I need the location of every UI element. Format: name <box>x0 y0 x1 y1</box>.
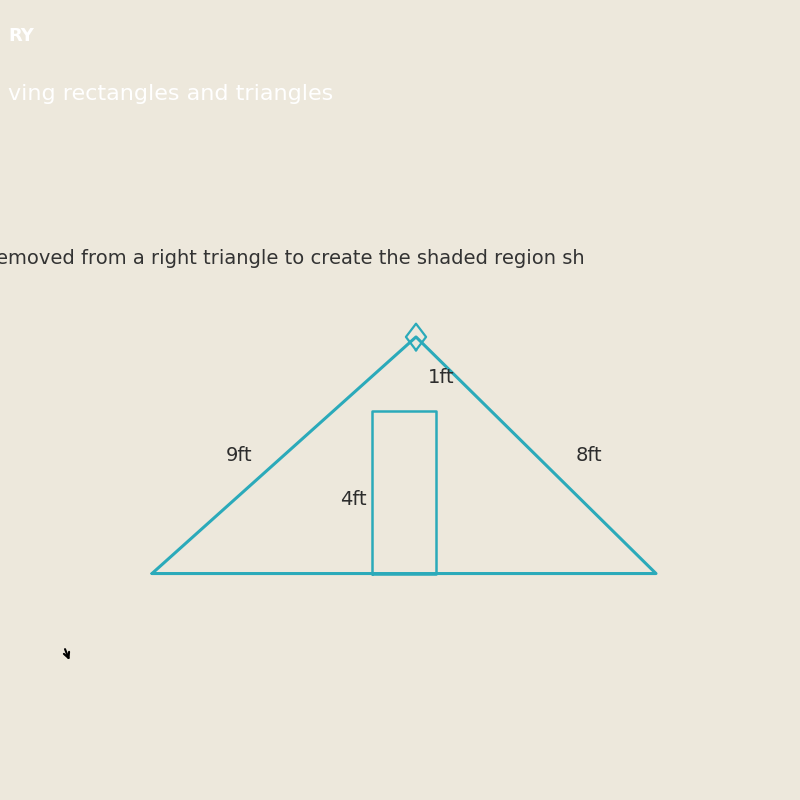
Text: 8ft: 8ft <box>576 446 602 465</box>
Text: 9ft: 9ft <box>226 446 252 465</box>
Text: 4ft: 4ft <box>340 490 366 509</box>
Text: 1ft: 1ft <box>428 368 454 387</box>
Text: RY: RY <box>8 27 34 46</box>
Text: emoved from a right triangle to create the shaded region sh: emoved from a right triangle to create t… <box>0 249 585 268</box>
Text: ving rectangles and triangles: ving rectangles and triangles <box>8 84 334 104</box>
